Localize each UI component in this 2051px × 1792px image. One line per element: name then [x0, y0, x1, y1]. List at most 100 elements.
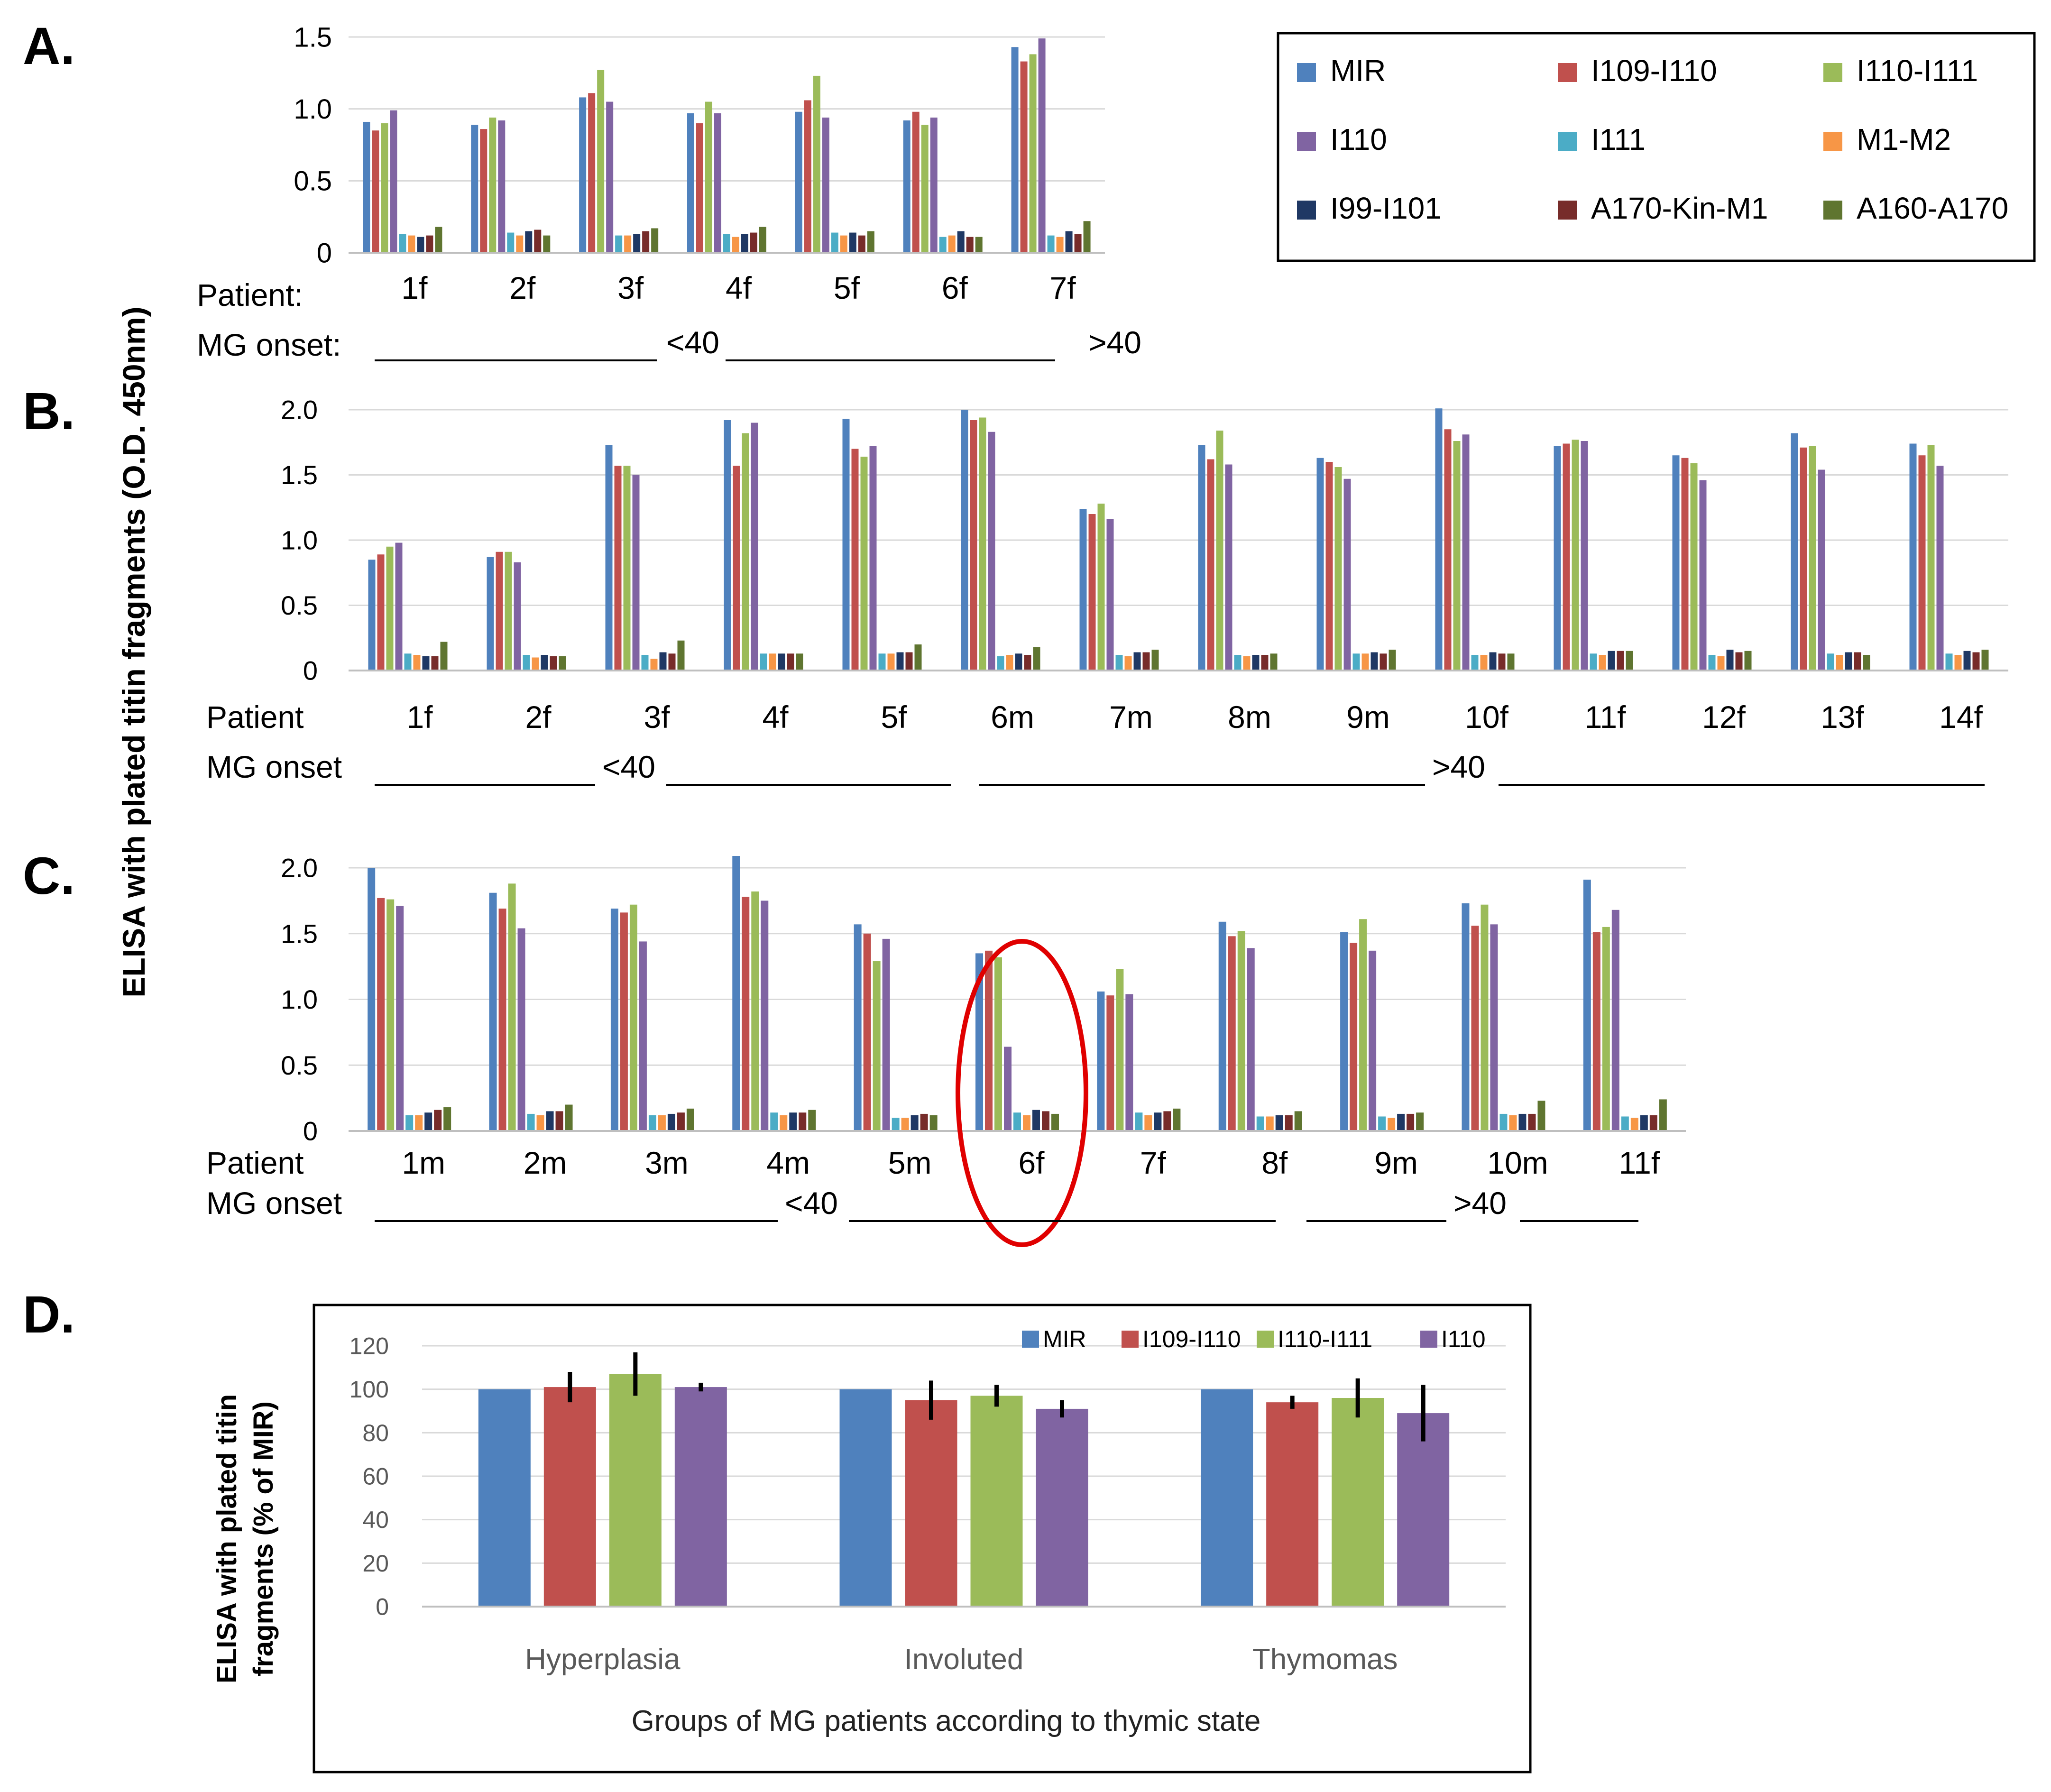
- bar-i109-i110-7f: [1020, 61, 1028, 253]
- bar-i111-5f: [831, 232, 838, 253]
- y-tick-label: 2.0: [281, 395, 318, 425]
- x-tick-label-3f: 3f: [617, 270, 644, 305]
- bar-i109-i110-6f: [985, 950, 993, 1131]
- legend-d-swatch-i109-i110: [1122, 1331, 1139, 1348]
- bar-i111-1m: [405, 1115, 414, 1131]
- bar-i110-i111-6f: [994, 957, 1002, 1131]
- bar-i109-i110-8m: [1207, 459, 1214, 671]
- bar-i111-1f: [404, 653, 412, 671]
- x-tick-label-7f: 7f: [1050, 270, 1076, 305]
- bar-i99-i101-5f: [896, 652, 904, 671]
- bar-a160-a170-1f: [435, 227, 442, 253]
- bar-i99-i101-1m: [424, 1112, 432, 1131]
- bar-mir-7f: [1097, 991, 1105, 1131]
- bar-i110-i111-6m: [979, 417, 986, 671]
- bar-i110-i111-10f: [1453, 441, 1461, 671]
- bar-i110-i111-13f: [1809, 446, 1816, 671]
- bar-m1-m2-2m: [536, 1115, 544, 1131]
- bar-i109-i110-3f: [588, 93, 596, 253]
- bar-a170-kin-m1-4m: [799, 1112, 807, 1131]
- panel-a-onset-label: MG onset:: [197, 327, 341, 362]
- bar-i111-2f: [523, 655, 530, 671]
- bar-i109-i110-10f: [1444, 429, 1452, 671]
- bar-i109-i110-1f: [372, 130, 379, 253]
- legend-label-i110: I110: [1330, 122, 1387, 156]
- x-tick-label-11f: 11f: [1619, 1145, 1660, 1180]
- bar-a170-kin-m1-11f: [1649, 1115, 1657, 1131]
- bar-i111-7f: [1135, 1112, 1143, 1131]
- bar-i109-i110-2f: [480, 129, 487, 253]
- bar-i109-i110-8f: [1228, 936, 1236, 1131]
- bar-i111-3f: [641, 655, 649, 671]
- bar-i99-i101-6f: [1032, 1110, 1040, 1131]
- legend-swatch-mir: [1297, 63, 1316, 82]
- bar-a170-kin-m1-5f: [858, 235, 865, 253]
- bar-mir-5m: [854, 924, 862, 1131]
- bar-i99-i101-11f: [1608, 651, 1615, 671]
- bar-mir-1f: [363, 121, 370, 253]
- bar-i109-i110-hyperplasia: [543, 1387, 596, 1607]
- bar-i111-6m: [997, 656, 1004, 671]
- legend-d-label-i110: I110: [1441, 1326, 1486, 1352]
- bar-a160-a170-4m: [808, 1110, 816, 1131]
- panel-d-y-axis-title-line2: fragments (% of MIR): [248, 1401, 279, 1676]
- bar-m1-m2-7f: [1144, 1115, 1152, 1131]
- panel-c-chart: 0 0.5 1.0 1.5 2.0 1m 2m 3m 4m 5m 6f 7f 8f 9m 10m 11f: [281, 853, 1686, 1247]
- x-tick-label-10f: 10f: [1465, 699, 1508, 735]
- x-tick-label-11f: 11f: [1585, 699, 1627, 735]
- bar-a160-a170-12f: [1744, 651, 1752, 671]
- legend-swatch-i99-i101: [1297, 201, 1316, 220]
- x-tick-label-14f: 14f: [1939, 699, 1983, 735]
- bar-i99-i101-6f: [957, 231, 965, 253]
- bar-i99-i101-4f: [741, 234, 748, 253]
- bar-a170-kin-m1-13f: [1854, 652, 1861, 671]
- bar-i110-9m: [1343, 478, 1351, 671]
- bar-i109-i110-thymomas: [1266, 1402, 1319, 1607]
- bar-i109-i110-involuted: [905, 1400, 957, 1607]
- bar-m1-m2-5f: [887, 653, 895, 671]
- bar-i110-i111-4m: [751, 891, 759, 1131]
- bar-i111-11f: [1621, 1116, 1629, 1131]
- panel-a-onset-gt: >40: [1088, 325, 1141, 360]
- x-tick-label-1m: 1m: [402, 1145, 445, 1180]
- bar-a170-kin-m1-3m: [677, 1112, 685, 1131]
- panel-a-chart: 0 0.5 1.0 1.5 1f 2f 3f 4f 5f 6f 7f: [294, 22, 1105, 305]
- bar-a170-kin-m1-8m: [1261, 655, 1269, 671]
- bar-i110-i111-2f: [489, 117, 497, 253]
- bar-mir-7f: [1011, 47, 1019, 253]
- bar-a160-a170-9m: [1389, 650, 1396, 671]
- bar-i110-6f: [1004, 1047, 1012, 1131]
- bar-i99-i101-2f: [541, 655, 548, 671]
- bar-a160-a170-10f: [1507, 653, 1515, 671]
- bar-i110-i111-2f: [505, 551, 512, 671]
- legend-label-a160-a170: A160-A170: [1857, 191, 2008, 225]
- bar-i99-i101-9m: [1370, 652, 1378, 671]
- bar-a170-kin-m1-14f: [1972, 652, 1980, 671]
- bar-i110-i111-14f: [1927, 445, 1935, 671]
- highlight-ellipse-6f: [956, 939, 1088, 1247]
- bar-a170-kin-m1-3f: [668, 653, 676, 671]
- bar-i99-i101-12f: [1726, 650, 1734, 671]
- bar-i99-i101-7f: [1154, 1112, 1162, 1131]
- bar-mir-11f: [1583, 879, 1591, 1131]
- bar-a170-kin-m1-2f: [534, 230, 542, 253]
- legend-d-swatch-i110-i111: [1257, 1331, 1274, 1348]
- bar-m1-m2-3f: [650, 659, 658, 671]
- x-tick-label-2m: 2m: [524, 1145, 567, 1180]
- bar-i111-7m: [1115, 655, 1123, 671]
- bar-m1-m2-3m: [658, 1115, 666, 1131]
- bar-mir-12f: [1672, 455, 1680, 671]
- legend-swatch-i111: [1558, 132, 1577, 151]
- bar-a160-a170-2f: [543, 235, 551, 253]
- bar-i109-i110-9m: [1350, 943, 1358, 1131]
- bar-i99-i101-4f: [778, 653, 785, 671]
- bar-i110-1m: [396, 906, 404, 1131]
- bar-i109-i110-11f: [1563, 443, 1570, 671]
- bar-i111-13f: [1827, 653, 1834, 671]
- bar-m1-m2-4m: [780, 1115, 788, 1131]
- bar-i110-4f: [714, 113, 721, 253]
- bar-i99-i101-10f: [1489, 652, 1497, 671]
- x-tick-label-6f: 6f: [942, 270, 968, 305]
- bar-i110-i111-8f: [1237, 931, 1245, 1131]
- bar-i99-i101-1f: [417, 237, 424, 253]
